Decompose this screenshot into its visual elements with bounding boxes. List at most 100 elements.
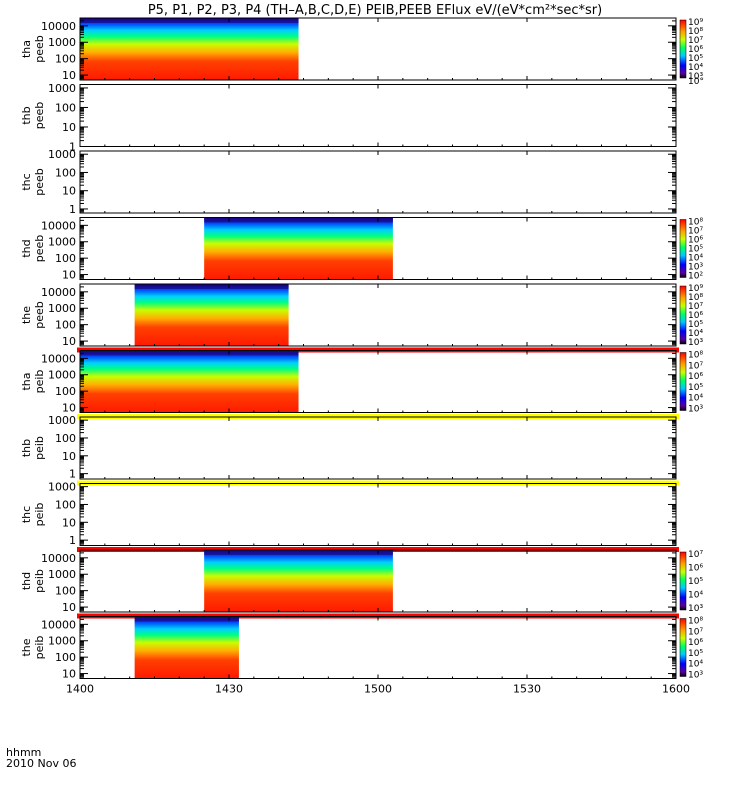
colorbar xyxy=(679,352,687,411)
y-tick-label: 100 xyxy=(55,319,76,332)
y-tick-label: 10000 xyxy=(41,219,76,232)
y-tick-label: 10 xyxy=(62,668,76,681)
panel-frame xyxy=(79,84,677,147)
spectrogram-top-edge xyxy=(134,616,239,622)
y-tick-label: 10 xyxy=(62,402,76,415)
panel-thb-peib: 1 10 100 1000 thb peib xyxy=(20,414,679,486)
colorbar-tick-label: 10⁶ xyxy=(688,236,703,246)
colorbar-tick-label: 10⁸ xyxy=(688,617,703,627)
y-tick-label: 10 xyxy=(62,601,76,614)
panel-label-probe: tha xyxy=(20,372,33,390)
x-axis-time-label: hhmm xyxy=(6,746,41,759)
colorbar-tick-label: 10⁴ xyxy=(688,591,703,601)
colorbar-tick-label: 10³ xyxy=(688,604,703,614)
spectrogram-block xyxy=(134,616,239,679)
y-tick-label: 10 xyxy=(62,121,76,134)
y-tick-label: 10 xyxy=(62,450,76,463)
colorbar-tick-label: 10⁷ xyxy=(688,361,703,371)
panel-frame xyxy=(79,416,677,480)
y-tick-label: 100 xyxy=(55,53,76,66)
panel-label-probe: thb xyxy=(20,439,33,457)
y-tick-label: 100 xyxy=(55,252,76,265)
colorbar-tick-label: 10⁵ xyxy=(688,383,703,393)
panel-the-peeb: 10 100 1000 10000 the peeb 10³10⁴10⁵10⁶10⁷10⁸1… xyxy=(20,283,703,353)
panel-label-quantity: peeb xyxy=(33,35,46,63)
spectrogram-block xyxy=(134,284,289,346)
spectrogram-top-edge xyxy=(80,350,299,356)
panel-label-quantity: peib xyxy=(33,436,46,460)
spectrogram-top-edge xyxy=(204,217,393,223)
y-tick-label: 100 xyxy=(55,651,76,664)
colorbar-tick-label: 10³ xyxy=(688,671,703,681)
x-tick-label: 1430 xyxy=(215,683,243,696)
x-axis-date-label: 2010 Nov 06 xyxy=(6,757,76,770)
panel-label-quantity: peeb xyxy=(33,301,46,329)
colorbar-extra-label: 10° xyxy=(688,77,704,87)
colorbar-tick-label: 10⁶ xyxy=(688,638,703,648)
colorbar-tick-label: 10⁷ xyxy=(688,36,703,46)
y-tick-label: 1 xyxy=(69,468,76,481)
y-tick-label: 1000 xyxy=(48,36,76,49)
y-tick-label: 10000 xyxy=(41,552,76,565)
colorbar-tick-label: 10⁴ xyxy=(688,660,703,670)
panel-label-probe: thd xyxy=(20,572,33,590)
y-tick-label: 1 xyxy=(69,203,76,216)
colorbar-tick-label: 10⁵ xyxy=(688,245,703,255)
colorbar-tick-label: 10⁹ xyxy=(688,284,703,294)
panel-thc-peeb: 1 10 100 1000 thc peeb xyxy=(20,148,677,216)
panel-label-probe: thc xyxy=(20,173,33,190)
y-tick-label: 1000 xyxy=(48,302,76,315)
y-tick-label: 10 xyxy=(62,185,76,198)
panel-label-probe: thb xyxy=(20,106,33,124)
y-tick-label: 10 xyxy=(62,335,76,348)
colorbar-tick-label: 10⁸ xyxy=(688,351,703,361)
y-tick-label: 1000 xyxy=(48,568,76,581)
colorbar-tick-label: 10⁴ xyxy=(688,329,703,339)
panel-label-quantity: peeb xyxy=(33,235,46,263)
y-tick-label: 1000 xyxy=(48,236,76,249)
y-tick-label: 100 xyxy=(55,585,76,598)
panel-label-quantity: peib xyxy=(33,569,46,593)
spectrogram-block xyxy=(80,18,299,80)
colorbar-tick-label: 10³ xyxy=(688,263,703,273)
spectrogram-top-edge xyxy=(80,18,299,23)
colorbar xyxy=(679,551,687,611)
panel-label-probe: tha xyxy=(20,40,33,58)
y-tick-label: 1 xyxy=(69,534,76,547)
colorbar-tick-label: 10⁵ xyxy=(688,649,703,659)
panel-label-probe: thc xyxy=(20,506,33,523)
y-tick-label: 10 xyxy=(62,69,76,82)
colorbar-tick-label: 10⁶ xyxy=(688,372,703,382)
x-tick-label: 1530 xyxy=(513,683,541,696)
y-tick-label: 100 xyxy=(55,432,76,445)
panel-label-quantity: peib xyxy=(33,636,46,660)
colorbar-tick-label: 10⁷ xyxy=(688,227,703,237)
colorbar-tick-label: 10⁵ xyxy=(688,320,703,330)
panel-thd-peib: 10 100 1000 10000 thd peib 10³ 10⁴ 10⁵ 10⁶ 10⁷ xyxy=(20,549,703,619)
spectrogram-top-edge xyxy=(204,550,393,555)
y-tick-label: 1000 xyxy=(48,148,76,161)
colorbar-tick-label: 10³ xyxy=(688,72,703,82)
colorbar xyxy=(679,19,687,79)
y-tick-label: 1 xyxy=(69,141,76,154)
panel-label-quantity: peeb xyxy=(33,168,46,196)
panel-thd-peeb: 10 100 1000 10000 thd peeb 10²10³10⁴10⁵10⁶10⁷1… xyxy=(20,217,703,282)
spectrogram-block xyxy=(204,550,393,612)
figure-title: P5, P1, P2, P3, P4 (TH–A,B,C,D,E) PEIB,P… xyxy=(148,3,602,18)
spectrogram-block xyxy=(204,217,393,280)
spectrogram-top-edge xyxy=(134,284,289,289)
colorbar xyxy=(679,618,687,677)
colorbar-tick-label: 10⁶ xyxy=(688,564,703,574)
colorbar xyxy=(679,285,687,345)
y-tick-label: 100 xyxy=(55,498,76,511)
colorbar-tick-label: 10⁸ xyxy=(688,293,703,303)
y-tick-label: 1000 xyxy=(48,635,76,648)
y-tick-label: 10000 xyxy=(41,20,76,33)
y-tick-label: 1000 xyxy=(48,82,76,95)
y-tick-label: 10000 xyxy=(41,352,76,365)
panel-label-quantity: peib xyxy=(33,503,46,527)
colorbar-tick-label: 10⁸ xyxy=(688,27,703,37)
y-tick-label: 10 xyxy=(62,516,76,529)
